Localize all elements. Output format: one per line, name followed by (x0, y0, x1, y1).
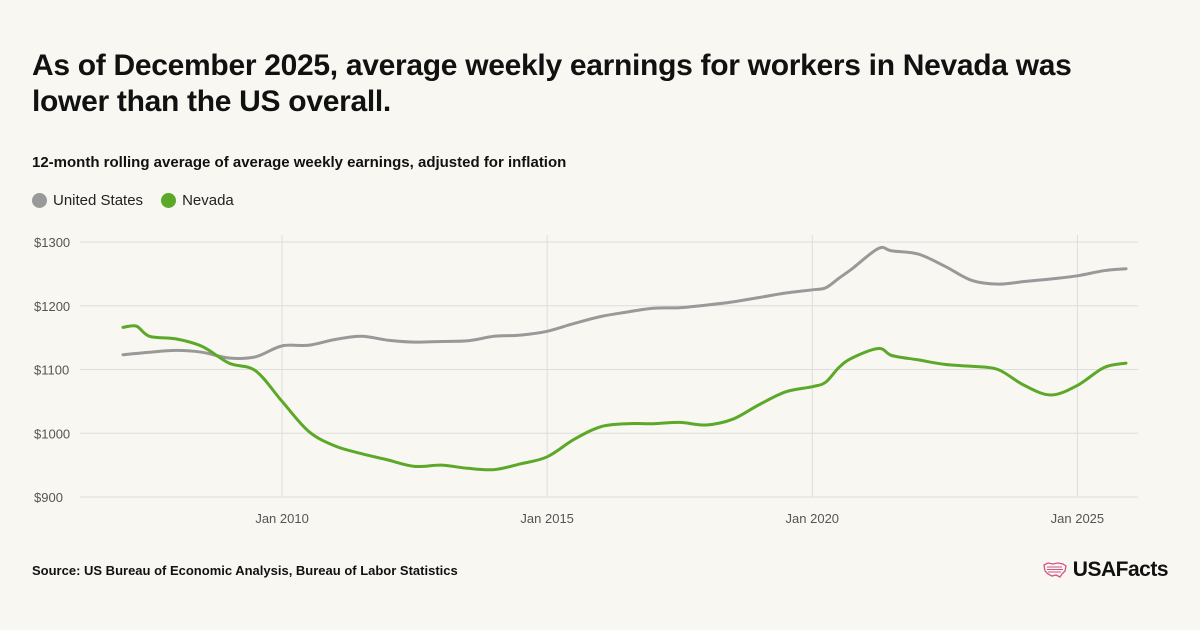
y-tick-label: $1100 (34, 363, 69, 378)
x-tick-label: Jan 2025 (1051, 511, 1105, 526)
y-tick-label: $900 (34, 490, 63, 505)
line-chart: $900 $1000 $1100 $1200 $1300 Jan 2010 Jan 2015… (34, 235, 1138, 526)
legend-item-united-states[interactable]: United States (32, 192, 143, 209)
chart-subtitle: 12-month rolling average of average week… (32, 154, 567, 171)
legend-item-nevada[interactable]: Nevada (161, 192, 234, 209)
source-note: Source: US Bureau of Economic Analysis, … (32, 563, 458, 578)
series-line-nevada (121, 324, 1128, 472)
brand-logo[interactable]: USAFacts (1043, 558, 1169, 582)
legend-label-united-states: United States (53, 192, 144, 209)
series-line-united-states (121, 245, 1128, 360)
chart-title: As of December 2025, average weekly earn… (32, 49, 1072, 118)
legend-label-nevada: Nevada (182, 192, 234, 209)
legend-swatch-united-states (32, 193, 47, 208)
legend: United States Nevada (32, 192, 234, 209)
x-tick-label: Jan 2010 (255, 511, 309, 526)
y-tick-label: $1300 (34, 235, 70, 250)
x-tick-label: Jan 2015 (520, 511, 574, 526)
usa-map-flag-icon (1043, 562, 1067, 578)
y-tick-label: $1000 (34, 426, 70, 441)
x-tick-label: Jan 2020 (786, 511, 840, 526)
brand-name: USAFacts (1072, 558, 1169, 581)
y-tick-label: $1200 (34, 299, 70, 314)
legend-swatch-nevada (161, 193, 177, 208)
